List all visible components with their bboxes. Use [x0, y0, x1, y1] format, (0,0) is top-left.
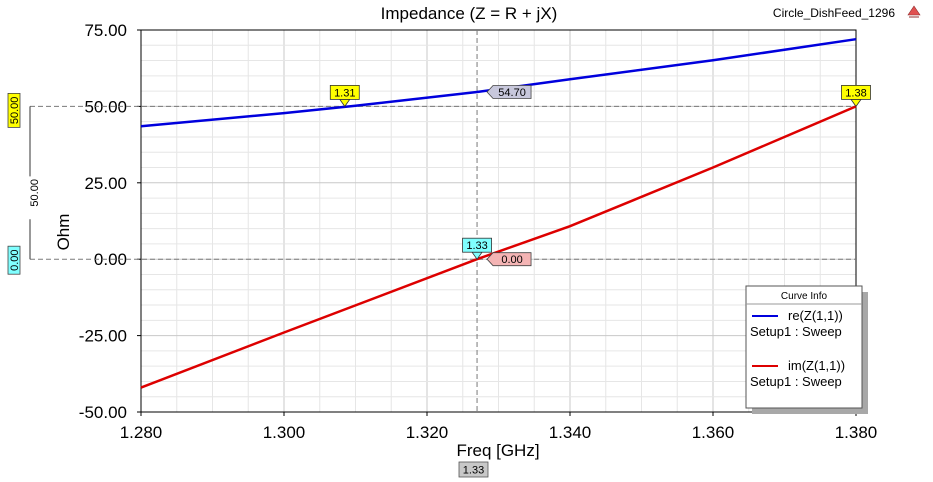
- x-tick-label: 1.300: [263, 423, 306, 442]
- legend-title: Curve Info: [781, 291, 828, 302]
- x-tick-label: 1.360: [692, 423, 735, 442]
- chart-title: Impedance (Z = R + jX): [381, 4, 558, 23]
- marker-label: 1.33: [466, 240, 487, 252]
- x-tick-label: 1.320: [406, 423, 449, 442]
- reference-lines: [30, 30, 856, 412]
- x-axis-ticks: 1.280 1.300 1.320 1.340 1.360 1.380: [120, 412, 878, 442]
- value-tag-box: [486, 85, 532, 99]
- y-delta-bracket: 50.00: [29, 106, 41, 260]
- marker-label: 1.31: [334, 87, 355, 99]
- plot-area: [140, 29, 857, 413]
- y-axis-label: Ohm: [54, 214, 73, 251]
- marker-value-tag: 54.70: [486, 85, 532, 99]
- legend-series-name: im(Z(1,1)): [788, 358, 845, 373]
- value-tag-box: [486, 252, 532, 267]
- marker-box: [462, 237, 492, 253]
- y-tick-label: -50.00: [79, 403, 127, 422]
- project-name: Circle_DishFeed_1296: [773, 6, 895, 20]
- marker-box: [841, 85, 871, 100]
- marker-box: [329, 85, 360, 100]
- marker-flag[interactable]: 1.38: [841, 85, 871, 108]
- y-tag-box: [7, 245, 21, 275]
- x-cursor-tag[interactable]: 1.33: [458, 461, 489, 478]
- y-value-tags: 50.00 0.00 50.00: [7, 93, 41, 275]
- x-tick-label: 1.340: [549, 423, 592, 442]
- y-tag-label: 50.00: [9, 97, 21, 125]
- value-tag-label: 54.70: [498, 87, 526, 99]
- y-tag-box: [7, 93, 21, 128]
- value-tag-label: 0.00: [501, 254, 522, 266]
- x-tick-label: 1.280: [120, 423, 163, 442]
- legend-series-setup: Setup1 : Sweep: [750, 374, 842, 389]
- marker-flag[interactable]: 1.31: [329, 85, 360, 108]
- y-tick-label: 25.00: [84, 174, 127, 193]
- legend-series-setup: Setup1 : Sweep: [750, 324, 842, 339]
- marker-flag[interactable]: 1.33: [462, 237, 492, 260]
- series-lines: [140, 37, 857, 389]
- series-line-re: [140, 37, 857, 128]
- series-line-im: [140, 105, 857, 389]
- legend-entry[interactable]: re(Z(1,1))Setup1 : Sweep: [750, 308, 843, 339]
- marker-flags: 1.31 1.38 1.33: [329, 85, 871, 260]
- x-axis-label: Freq [GHz]: [456, 441, 539, 460]
- legend-box: [745, 285, 863, 409]
- marker-value-tags: 54.70 0.00: [486, 85, 532, 267]
- legend-entry[interactable]: im(Z(1,1))Setup1 : Sweep: [750, 358, 845, 389]
- y-tick-label: 75.00: [84, 21, 127, 40]
- marker-value-tag: 0.00: [486, 252, 532, 267]
- y-tag-label: 0.00: [9, 249, 21, 270]
- y-tag[interactable]: 50.00: [7, 93, 21, 128]
- y-tag[interactable]: 0.00: [7, 245, 21, 275]
- y-tick-label: -25.00: [79, 327, 127, 346]
- legend-series-name: re(Z(1,1)): [788, 308, 843, 323]
- marker-label: 1.38: [845, 87, 866, 99]
- plot-menu-icon[interactable]: [907, 5, 921, 18]
- x-cursor-label: 1.33: [463, 465, 484, 477]
- y-delta-label: 50.00: [29, 179, 41, 207]
- x-tick-label: 1.380: [835, 423, 878, 442]
